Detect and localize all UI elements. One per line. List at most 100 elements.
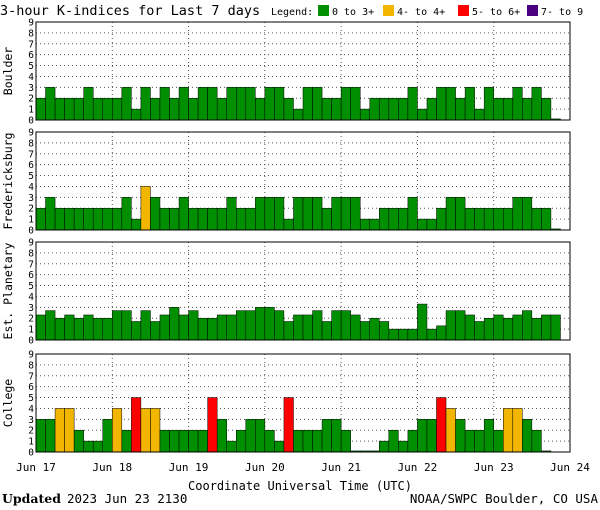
k-index-bar: [417, 108, 428, 121]
k-index-bar: [131, 108, 142, 121]
k-index-bar: [54, 207, 65, 231]
k-index-bar: [321, 97, 332, 121]
y-tick-label: 9: [28, 350, 34, 361]
k-index-bar: [188, 310, 199, 341]
y-tick-label: 3: [28, 303, 34, 314]
k-index-bar: [359, 321, 371, 341]
k-index-bar: [159, 314, 170, 341]
k-index-bar: [274, 310, 285, 341]
k-index-bar: [197, 87, 208, 121]
panel-frame: [35, 131, 571, 231]
station-label-est-planetary: Est. Planetary: [1, 242, 15, 339]
k-index-bar: [293, 108, 304, 121]
y-tick-label: 5: [28, 393, 34, 404]
k-index-bar: [197, 317, 208, 341]
k-index-bar: [131, 321, 142, 341]
k-index-bar: [293, 197, 304, 231]
k-index-bar: [293, 429, 304, 453]
k-index-bar: [426, 328, 437, 341]
k-index-bar: [426, 97, 437, 121]
k-index-bar: [216, 97, 227, 121]
y-tick-label: 2: [28, 314, 34, 325]
k-index-bar: [350, 314, 361, 341]
k-index-bar: [302, 314, 313, 341]
k-index-bar: [45, 87, 56, 121]
k-index-bar: [45, 310, 56, 341]
y-tick-label: 2: [28, 94, 34, 105]
k-index-bar: [350, 87, 361, 121]
k-index-bar: [522, 197, 533, 231]
k-index-bar: [159, 207, 170, 231]
k-index-bar: [178, 429, 189, 453]
k-index-bar: [178, 87, 189, 121]
k-index-bar: [531, 207, 542, 231]
k-index-bar: [73, 317, 84, 341]
y-tick-label: 1: [28, 215, 34, 226]
k-index-bar: [83, 314, 94, 341]
y-tick-label: 4: [28, 404, 34, 415]
y-tick-label: 4: [28, 292, 34, 303]
k-index-bar: [503, 207, 514, 231]
k-index-bar: [188, 429, 199, 453]
k-index-bar: [474, 207, 485, 231]
k-index-bar: [92, 317, 104, 341]
k-index-bar: [274, 197, 285, 231]
k-index-bar: [464, 87, 475, 121]
k-index-bar: [169, 307, 180, 341]
k-index-bar: [216, 419, 227, 453]
legend-entry-7-to-9: 7- to 9: [541, 7, 583, 18]
legend-entry-4-to-4: 4- to 4+: [397, 7, 445, 18]
x-tick-label: Jun 18: [92, 461, 132, 474]
k-index-bar: [83, 207, 94, 231]
k-index-bar: [464, 429, 475, 453]
k-index-bar: [417, 218, 428, 231]
k-index-bar: [112, 408, 123, 453]
x-axis: Jun 17 Jun 18 Jun 19 Jun 20 Jun 21 Jun 22 Jun …: [16, 461, 590, 474]
k-index-bar: [426, 419, 437, 453]
k-index-bar: [45, 419, 56, 453]
y-tick-label: 3: [28, 415, 34, 426]
k-index-bar: [236, 207, 247, 231]
x-tick-label: Jun 23: [474, 461, 514, 474]
k-index-bar: [226, 87, 237, 121]
y-tick-label: 8: [28, 28, 34, 39]
y-tick-label: 0: [28, 336, 34, 347]
k-index-bar: [140, 186, 151, 231]
k-index-bar: [302, 429, 313, 453]
k-index-bar: [541, 314, 552, 341]
updated-timestamp: 2023 Jun 23 2130: [67, 491, 187, 506]
y-tick-label: 1: [28, 325, 34, 336]
k-index-bar: [321, 419, 332, 453]
k-index-bar: [112, 310, 123, 341]
k-index-bar: [64, 207, 75, 231]
k-index-bar: [283, 218, 294, 231]
k-index-bar: [388, 97, 399, 121]
y-tick-label: 1: [28, 105, 34, 116]
k-index-bar: [226, 440, 237, 453]
chart-title: 3-hour K-indices for Last 7 days: [0, 3, 260, 19]
y-tick-label: 0: [28, 226, 34, 237]
k-index-bar: [140, 310, 151, 341]
updated-label: Updated: [2, 491, 61, 506]
k-index-bar: [150, 321, 161, 341]
legend-entry-5-to-6: 5- to 6+: [472, 7, 520, 18]
k-index-bar: [293, 314, 304, 341]
k-index-bar: [522, 97, 533, 121]
k-index-bar: [207, 397, 218, 453]
k-index-bar: [236, 310, 247, 341]
k-index-bar: [178, 314, 189, 341]
k-index-bar: [178, 197, 189, 231]
station-label-boulder: Boulder: [1, 47, 15, 96]
y-tick-label: 9: [28, 238, 34, 249]
y-tick-label: 8: [28, 360, 34, 371]
k-index-bar: [407, 328, 418, 341]
k-index-bar: [255, 307, 266, 341]
k-index-bar: [321, 207, 332, 231]
k-index-bar: [417, 419, 428, 453]
k-index-bar: [493, 314, 504, 341]
k-index-bar: [73, 429, 84, 453]
k-index-bar: [312, 87, 323, 121]
k-index-bar: [398, 328, 409, 341]
k-index-bar: [455, 310, 466, 341]
